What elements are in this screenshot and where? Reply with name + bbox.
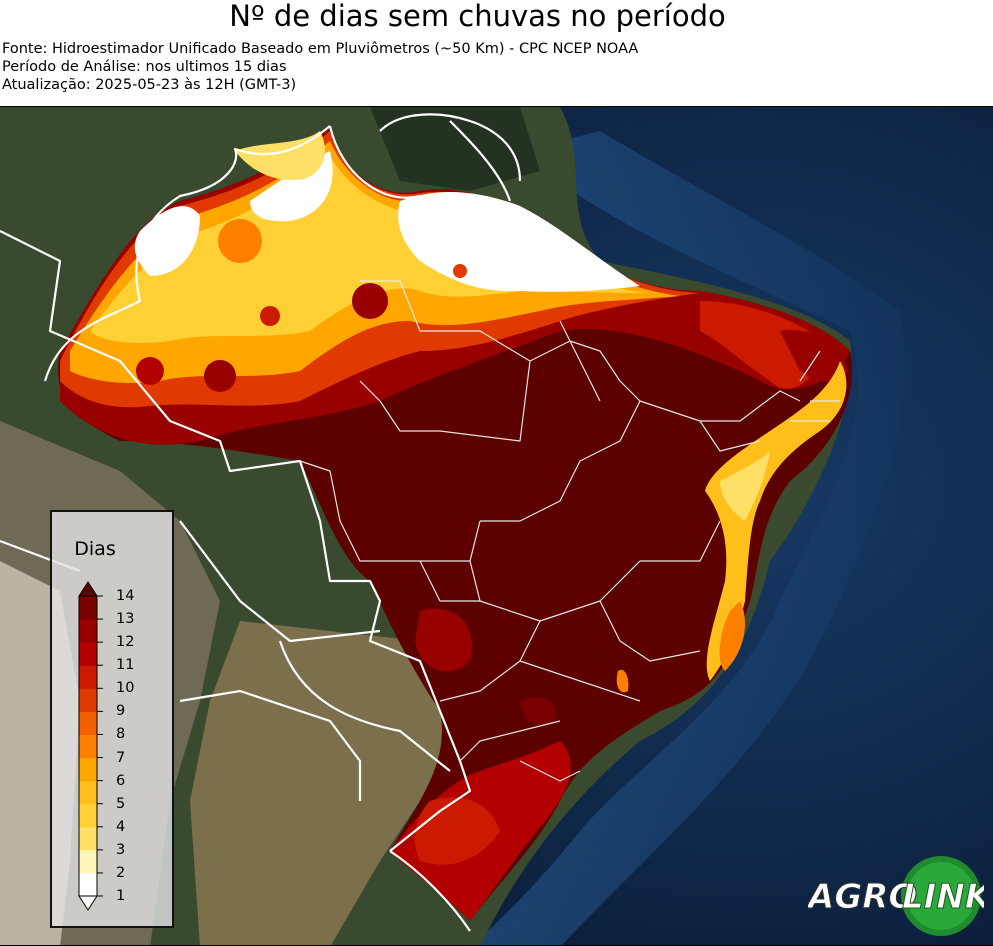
colorbar-segment xyxy=(79,596,97,620)
colorbar-segment xyxy=(79,849,97,874)
colorbar-tick-label: 3 xyxy=(116,841,126,858)
colorbar-segment xyxy=(79,757,97,782)
state-borders xyxy=(299,280,840,782)
colorbar-segment xyxy=(79,734,97,759)
agrolink-logo: AGRO LINK xyxy=(808,856,984,936)
legend-title: Dias xyxy=(74,538,116,560)
colorbar-segment xyxy=(79,803,97,828)
chaco-region xyxy=(190,621,460,945)
colorbar-segment xyxy=(79,711,97,735)
colorbar-extend-low xyxy=(78,895,98,911)
colorbar-extend-high xyxy=(78,581,98,597)
colorbar-tick-label: 14 xyxy=(116,588,135,604)
colorbar-outline xyxy=(78,595,98,897)
update-text: Atualização: 2025-05-23 às 12H (GMT-3) xyxy=(2,77,297,93)
header: Nº de dias sem chuvas no período Fonte: … xyxy=(0,0,993,106)
colorbar-tick-label: 7 xyxy=(116,749,126,766)
colorbar-tick-label: 13 xyxy=(116,611,135,628)
legend: Dias 1 2 3 4 5 6 7 8 9 10 11 12 13 14 xyxy=(50,510,174,928)
svg-text:AGRO: AGRO xyxy=(808,877,917,917)
colorbar-segment xyxy=(79,665,97,689)
colorbar-tick-label: 5 xyxy=(116,795,126,812)
precip-field xyxy=(58,126,852,921)
colorbar-tick-label: 4 xyxy=(116,818,126,835)
colorbar-segment xyxy=(79,642,97,666)
colorbar-segment xyxy=(79,872,97,897)
colorbar-tick-label: 2 xyxy=(116,864,126,881)
map-canvas xyxy=(0,107,993,945)
map-area xyxy=(0,106,993,946)
colorbar-tick-label: 6 xyxy=(116,772,126,789)
colorbar-tick-label: 9 xyxy=(116,703,126,720)
continental-shelf xyxy=(472,131,906,945)
colorbar xyxy=(78,581,103,911)
colorbar-segment xyxy=(79,826,97,851)
colorbar-tick-label: 11 xyxy=(116,657,135,674)
colorbar-tick-label: 12 xyxy=(116,634,135,651)
map-title: Nº de dias sem chuvas no período xyxy=(229,0,726,33)
colorbar-tick-label: 10 xyxy=(116,680,135,697)
source-text: Fonte: Hidroestimador Unificado Baseado … xyxy=(2,41,639,57)
colorbar-segment xyxy=(79,688,97,712)
colorbar-segment xyxy=(79,619,97,643)
colorbar-segment xyxy=(79,780,97,805)
colorbar-tick-label: 1 xyxy=(116,888,126,904)
period-text: Período de Análise: nos ultimos 15 dias xyxy=(2,59,287,75)
svg-text:LINK: LINK xyxy=(902,877,984,917)
country-borders xyxy=(0,113,522,932)
colorbar-tick-label: 8 xyxy=(116,726,126,743)
guianas-region xyxy=(370,107,540,191)
